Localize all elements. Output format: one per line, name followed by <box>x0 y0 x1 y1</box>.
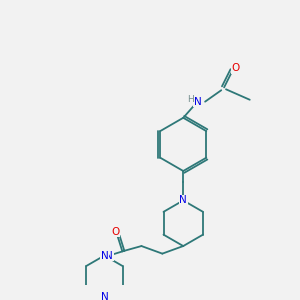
Text: N: N <box>100 292 108 300</box>
Text: N: N <box>105 250 113 260</box>
Text: N: N <box>100 250 108 260</box>
Text: O: O <box>231 63 240 74</box>
Text: N: N <box>179 196 187 206</box>
Text: H: H <box>188 95 194 104</box>
Text: N: N <box>179 195 187 206</box>
Text: N: N <box>194 97 201 106</box>
Text: O: O <box>112 227 120 237</box>
